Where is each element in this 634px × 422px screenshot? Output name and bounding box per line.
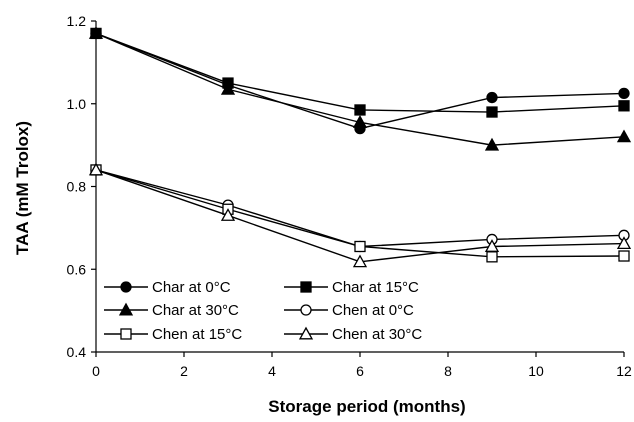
y-tick-label: 0.4 [67, 344, 87, 360]
legend-item: Char at 30°C [104, 302, 239, 319]
x-tick-label: 12 [616, 363, 632, 379]
series-6 [88, 162, 632, 268]
data-point-circle [618, 87, 630, 100]
ticks: 0 2 4 6 8 10 12 0.4 0.6 0.8 1.0 1.2 [67, 13, 632, 379]
data-point-square [120, 328, 132, 340]
legend-label: Chen at 15°C [152, 326, 242, 343]
legend-item: Chen at 15°C [104, 326, 242, 343]
data-point-triangle [616, 129, 632, 143]
data-point-square [486, 251, 498, 263]
legend: Char at 0°C Char at 15°C Char at 30°C Chen … [104, 279, 422, 343]
x-tick-label: 6 [356, 363, 364, 379]
x-tick-label: 4 [268, 363, 276, 379]
data-point-triangle [352, 254, 368, 268]
legend-label: Chen at 0°C [332, 302, 414, 319]
series-layer [88, 26, 632, 268]
y-tick-label: 1.2 [67, 13, 87, 29]
data-point-circle [120, 281, 132, 293]
data-point-triangle [88, 162, 104, 176]
data-point-square [354, 104, 366, 116]
x-tick-label: 0 [92, 363, 100, 379]
x-tick-label: 8 [444, 363, 452, 379]
y-tick-label: 0.8 [67, 179, 87, 195]
data-point-square [618, 250, 630, 262]
series-4 [90, 164, 630, 253]
x-axis-title: Storage period (months) [268, 397, 465, 416]
data-point-square [618, 100, 630, 112]
legend-item: Chen at 0°C [284, 302, 414, 319]
legend-item: Chen at 30°C [284, 326, 422, 343]
data-point-square [486, 106, 498, 118]
data-point-triangle [88, 26, 104, 39]
legend-label: Char at 30°C [152, 302, 239, 319]
y-tick-label: 1.0 [67, 96, 87, 112]
data-point-triangle [616, 236, 632, 250]
series-2 [90, 27, 630, 118]
data-point-triangle [220, 208, 236, 221]
data-point-circle [486, 91, 498, 104]
series-5 [90, 164, 630, 263]
y-tick-label: 0.6 [67, 261, 87, 277]
x-tick-label: 10 [528, 363, 544, 379]
data-point-square [354, 240, 366, 253]
series-3 [88, 26, 632, 151]
series-line [95, 169, 625, 248]
legend-label: Char at 15°C [332, 279, 419, 296]
legend-label: Char at 0°C [152, 279, 231, 296]
legend-item: Char at 0°C [104, 279, 231, 296]
data-point-triangle [484, 239, 500, 252]
legend-label: Chen at 30°C [332, 326, 422, 343]
data-point-triangle [298, 326, 314, 340]
x-tick-label: 2 [180, 363, 188, 379]
y-axis-title: TAA (mM Trolox) [13, 121, 32, 255]
data-point-triangle [220, 81, 236, 95]
data-point-square [300, 281, 312, 293]
data-point-triangle [484, 137, 500, 151]
data-point-triangle [118, 302, 134, 316]
data-point-circle [300, 304, 312, 316]
legend-item: Char at 15°C [284, 279, 419, 296]
data-point-triangle [352, 115, 368, 128]
series-line [95, 32, 625, 113]
